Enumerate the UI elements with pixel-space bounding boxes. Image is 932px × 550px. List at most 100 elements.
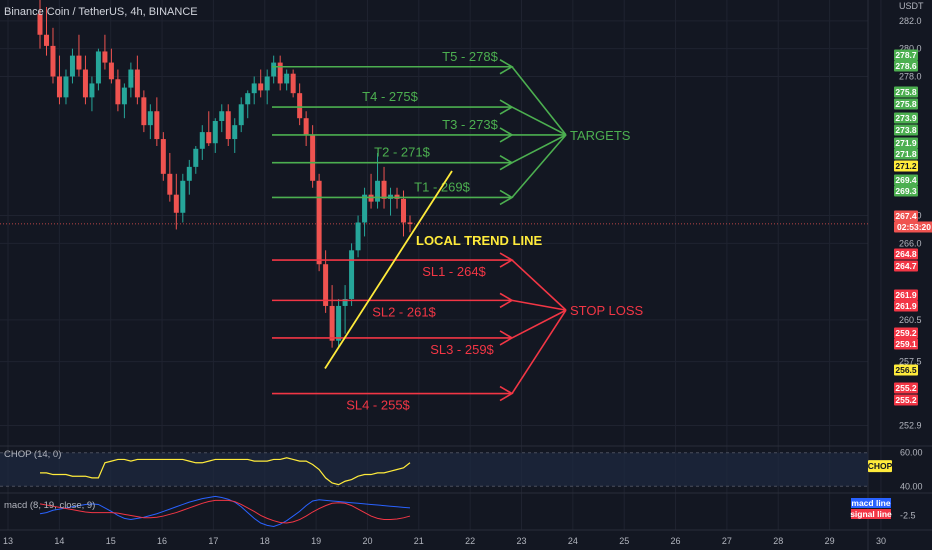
time-axis-tick: 27 — [722, 536, 732, 546]
price-tag — [894, 60, 918, 72]
price-tag — [894, 327, 918, 339]
candle-body — [206, 132, 212, 144]
price-tag — [894, 124, 918, 136]
target-label: T4 - 275$ — [362, 89, 418, 104]
price-tag-label: 02:53:20 — [897, 222, 931, 232]
candle-body — [56, 76, 62, 98]
indicators: 60.00 40.00 CHOP (14, 0) CHOP macd (8, 19, c… — [0, 448, 923, 528]
candle-body — [63, 76, 69, 98]
price-tag-label: 255.2 — [895, 395, 917, 405]
candle-body — [199, 132, 205, 149]
candle-body — [407, 222, 413, 224]
target-connector — [511, 66, 567, 136]
price-tag — [894, 98, 918, 110]
time-axis-tick: 29 — [825, 536, 835, 546]
price-tag-label: 259.1 — [895, 339, 917, 349]
candle-body — [128, 69, 134, 88]
candle-body — [134, 69, 140, 98]
candle-body — [310, 134, 316, 181]
candle-body — [167, 173, 173, 195]
price-tag — [894, 221, 932, 233]
candles — [37, 0, 413, 348]
price-tag-label: 261.9 — [895, 290, 917, 300]
candle-body — [349, 250, 355, 299]
candle-body — [212, 120, 218, 144]
price-tag — [894, 364, 918, 376]
candle-body — [147, 111, 153, 126]
candle-body — [271, 62, 277, 77]
price-axis-tick: 266.0 — [899, 238, 922, 248]
macd-series-0 — [39, 495, 411, 528]
price-tag — [894, 185, 918, 197]
target-label: T5 - 278$ — [442, 49, 498, 64]
candle-body — [303, 118, 309, 135]
stop-label: SL1 - 264$ — [422, 264, 486, 279]
candle-body — [225, 111, 231, 140]
candle-body — [37, 13, 43, 35]
price-tag-label: 278.6 — [895, 61, 917, 71]
candle-body — [232, 125, 238, 140]
chop-line — [40, 457, 411, 486]
price-tag-label: 264.7 — [895, 261, 917, 271]
chop-axis-tick: 60.00 — [900, 448, 923, 458]
candle-body — [160, 139, 166, 174]
candle-body — [180, 180, 186, 213]
price-tag — [894, 86, 918, 98]
macd-title: macd (8, 19, close, 9) — [4, 500, 95, 511]
candle-body — [297, 93, 303, 119]
chop-badge-label: CHOP — [868, 461, 893, 471]
price-tag-label: 259.2 — [895, 328, 917, 338]
candle-body — [238, 104, 244, 126]
candle-body — [121, 87, 127, 105]
time-axis-tick: 17 — [208, 536, 218, 546]
chop-band — [0, 452, 868, 487]
price-tag-label: 275.8 — [895, 99, 917, 109]
targets-label: TARGETS — [570, 128, 631, 143]
candle-body — [342, 298, 348, 306]
chop-title: CHOP (14, 0) — [4, 449, 61, 460]
price-tag — [894, 338, 918, 350]
time-axis-tick: 13 — [3, 536, 13, 546]
target-label: T3 - 273$ — [442, 117, 498, 132]
price-axis-tick: 257.5 — [899, 357, 922, 367]
price-tag — [894, 160, 918, 172]
price-axis-tick: 252.9 — [899, 421, 922, 431]
candle-body — [245, 93, 251, 105]
target-connector — [511, 134, 567, 198]
candle-body — [258, 83, 264, 91]
price-tag-label: 273.8 — [895, 125, 917, 135]
stop-connector — [511, 299, 567, 311]
stop-loss-label: STOP LOSS — [570, 303, 644, 318]
level-arrowhead — [499, 99, 514, 115]
level-arrowhead — [499, 155, 514, 171]
stop-connector — [511, 259, 567, 311]
candle-body — [69, 55, 75, 77]
time-axis-tick: 22 — [465, 536, 475, 546]
price-tag-label: 267.4 — [895, 211, 917, 221]
time-axis-tick: 14 — [54, 536, 64, 546]
price-tag — [894, 394, 918, 406]
price-tag — [894, 300, 918, 312]
price-tag — [894, 174, 918, 186]
stop-connector — [511, 309, 567, 339]
price-tag — [894, 260, 918, 272]
price-tag — [894, 210, 918, 222]
time-axis-tick: 26 — [671, 536, 681, 546]
stop-connector — [511, 309, 567, 394]
chop-badge — [868, 460, 892, 473]
time-axis-tick: 16 — [157, 536, 167, 546]
price-tag — [894, 137, 918, 149]
price-tag-label: 275.8 — [895, 87, 917, 97]
candle-body — [154, 111, 160, 140]
time-axis-tick: 15 — [106, 536, 116, 546]
candle-body — [89, 83, 95, 98]
time-axis-tick: 21 — [414, 536, 424, 546]
candle-body — [43, 34, 49, 46]
stop-label: SL2 - 261$ — [372, 304, 436, 319]
candle-body — [375, 180, 381, 202]
chop-axis-tick: 40.00 — [900, 481, 923, 491]
local-trend-line — [324, 170, 453, 370]
target-label: T2 - 271$ — [374, 145, 430, 160]
